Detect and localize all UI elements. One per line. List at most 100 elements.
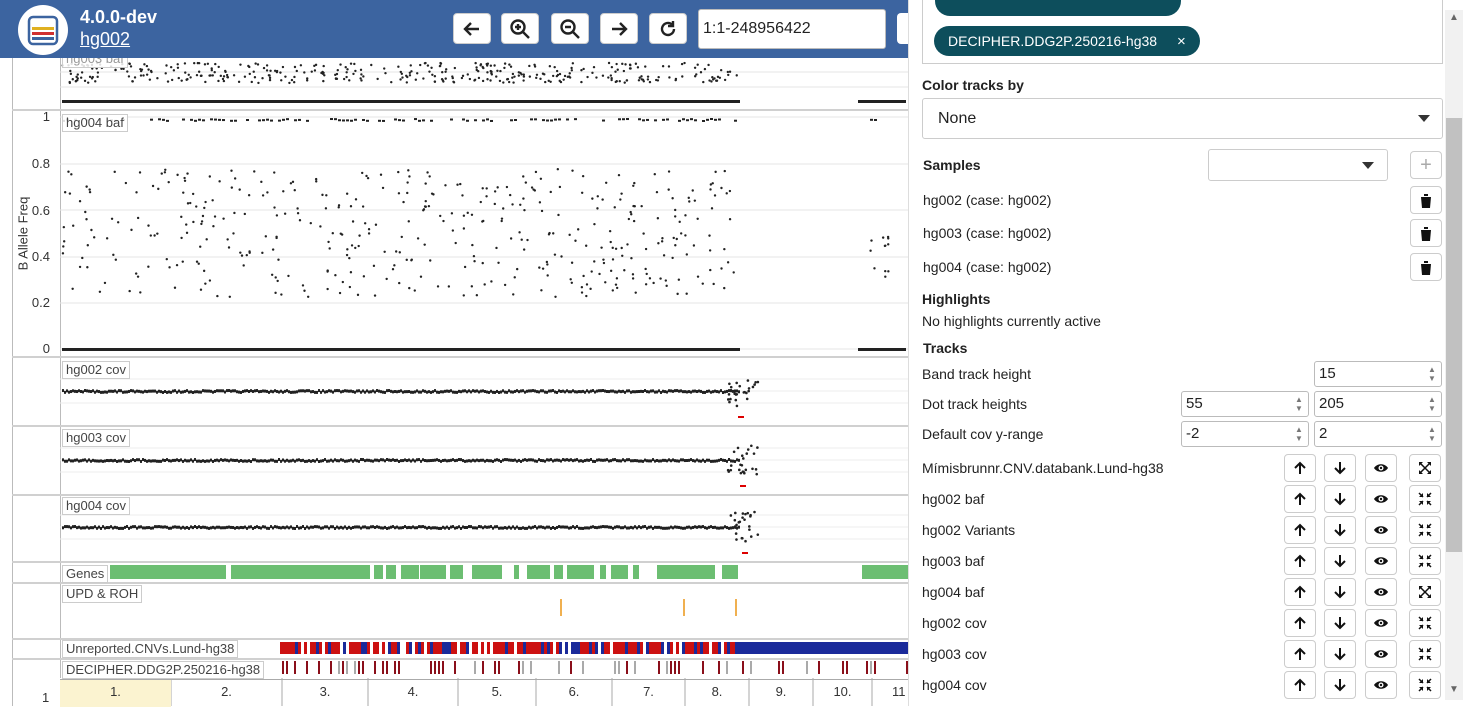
scroll-down-icon[interactable]: ▼ bbox=[1449, 684, 1459, 695]
dot-height-input-1[interactable]: 55 ▲ ▼ bbox=[1181, 391, 1309, 417]
move-up-button[interactable] bbox=[1284, 578, 1316, 606]
collapse-button[interactable] bbox=[1409, 485, 1441, 513]
move-up-button[interactable] bbox=[1284, 547, 1316, 575]
chromosome-10[interactable]: 10. bbox=[833, 684, 852, 699]
chromosome-9[interactable]: 9. bbox=[775, 684, 787, 699]
delete-sample-button[interactable] bbox=[1410, 219, 1442, 247]
plus-icon: + bbox=[1420, 153, 1432, 176]
collapse-button[interactable] bbox=[1409, 547, 1441, 575]
track-tag[interactable]: DECIPHER.DDG2P.250216-hg38 × bbox=[934, 26, 1200, 56]
collapse-button[interactable] bbox=[1409, 640, 1441, 668]
stepper-icon[interactable]: ▲ ▼ bbox=[1428, 395, 1436, 413]
arrow-down-icon bbox=[1334, 679, 1346, 692]
cov-max-input[interactable]: 2 ▲ ▼ bbox=[1314, 421, 1442, 447]
chromosome-7[interactable]: 7. bbox=[643, 684, 654, 699]
region-input[interactable] bbox=[698, 9, 886, 49]
collapse-button[interactable] bbox=[1409, 609, 1441, 637]
collapse-button[interactable] bbox=[1409, 671, 1441, 699]
move-down-button[interactable] bbox=[1324, 609, 1356, 637]
zoom-in-button[interactable] bbox=[501, 13, 539, 44]
zoom-out-button[interactable] bbox=[551, 13, 589, 44]
delete-sample-button[interactable] bbox=[1410, 253, 1442, 281]
toggle-visibility-button[interactable] bbox=[1365, 547, 1397, 575]
collapse-icon bbox=[1418, 647, 1432, 661]
color-tracks-value: None bbox=[938, 110, 977, 127]
arrow-down-icon bbox=[1334, 617, 1346, 630]
arrow-down-icon bbox=[1334, 493, 1346, 506]
band-height-label: Band track height bbox=[922, 366, 1031, 382]
pan-left-button[interactable] bbox=[453, 13, 491, 44]
toggle-visibility-button[interactable] bbox=[1365, 578, 1397, 606]
stepper-icon[interactable]: ▲ ▼ bbox=[1428, 425, 1436, 443]
arrow-up-icon bbox=[1294, 461, 1306, 474]
cov-max-value: 2 bbox=[1319, 425, 1328, 442]
genome-viewer[interactable]: hg003 baf hg004 baf B Allele Freq 1 0.8 … bbox=[0, 58, 908, 706]
move-down-button[interactable] bbox=[1324, 516, 1356, 544]
samples-select[interactable] bbox=[1208, 149, 1388, 181]
dot-height-input-2[interactable]: 205 ▲ ▼ bbox=[1314, 391, 1442, 417]
scroll-up-icon[interactable]: ▲ bbox=[1449, 12, 1459, 23]
app-logo[interactable] bbox=[18, 5, 68, 55]
delete-sample-button[interactable] bbox=[1410, 186, 1442, 214]
chromosome-4[interactable]: 4. bbox=[407, 684, 419, 699]
chromosome-11[interactable]: 11 bbox=[892, 684, 906, 699]
band-height-input[interactable]: 15 ▲ ▼ bbox=[1314, 361, 1442, 387]
chromosome-2[interactable]: 2. bbox=[221, 684, 232, 699]
move-up-button[interactable] bbox=[1284, 671, 1316, 699]
sample-item: hg002 (case: hg002) bbox=[923, 192, 1052, 208]
move-up-button[interactable] bbox=[1284, 516, 1316, 544]
toggle-visibility-button[interactable] bbox=[1365, 640, 1397, 668]
toggle-visibility-button[interactable] bbox=[1365, 454, 1397, 482]
eye-icon bbox=[1374, 464, 1388, 472]
toggle-visibility-button[interactable] bbox=[1365, 671, 1397, 699]
upd-roh-label: UPD & ROH bbox=[62, 585, 143, 603]
stepper-icon[interactable]: ▲ ▼ bbox=[1428, 365, 1436, 383]
highlights-label: Highlights bbox=[922, 291, 991, 307]
track-name: hg002 Variants bbox=[922, 522, 1016, 538]
zoom-in-icon bbox=[510, 18, 530, 39]
chromosome-6[interactable]: 6. bbox=[568, 684, 580, 699]
color-tracks-select[interactable]: None bbox=[922, 98, 1443, 139]
pan-right-button[interactable] bbox=[600, 13, 638, 44]
arrow-down-icon bbox=[1334, 524, 1346, 537]
move-down-button[interactable] bbox=[1324, 671, 1356, 699]
band-height-value: 15 bbox=[1319, 365, 1336, 382]
toggle-visibility-button[interactable] bbox=[1365, 516, 1397, 544]
cov-min-input[interactable]: -2 ▲ ▼ bbox=[1181, 421, 1309, 447]
ytick: 0.6 bbox=[31, 203, 50, 218]
arrow-up-icon bbox=[1294, 585, 1306, 598]
stepper-icon[interactable]: ▲ ▼ bbox=[1295, 395, 1303, 413]
collapse-button[interactable] bbox=[1409, 454, 1441, 482]
chromosome-bar[interactable] bbox=[60, 679, 908, 707]
scrollbar-thumb[interactable] bbox=[1446, 118, 1462, 552]
track-tag-partial[interactable] bbox=[935, 0, 1181, 16]
move-down-button[interactable] bbox=[1324, 640, 1356, 668]
move-up-button[interactable] bbox=[1284, 485, 1316, 513]
move-down-button[interactable] bbox=[1324, 578, 1356, 606]
chromosome-3[interactable]: 3. bbox=[319, 684, 331, 699]
annotation-track-select[interactable]: DECIPHER.DDG2P.250216-hg38 × bbox=[922, 0, 1443, 64]
case-link[interactable]: hg002 bbox=[80, 29, 131, 49]
move-up-button[interactable] bbox=[1284, 609, 1316, 637]
reset-button[interactable] bbox=[649, 13, 687, 44]
move-down-button[interactable] bbox=[1324, 485, 1356, 513]
toggle-visibility-button[interactable] bbox=[1365, 485, 1397, 513]
move-down-button[interactable] bbox=[1324, 454, 1356, 482]
trash-icon bbox=[1420, 226, 1432, 241]
move-down-button[interactable] bbox=[1324, 547, 1356, 575]
chromosome-5[interactable]: 5. bbox=[491, 684, 503, 699]
add-sample-button[interactable]: + bbox=[1410, 151, 1442, 179]
move-up-button[interactable] bbox=[1284, 454, 1316, 482]
collapse-button[interactable] bbox=[1409, 516, 1441, 544]
move-up-button[interactable] bbox=[1284, 640, 1316, 668]
track-plot bbox=[12, 61, 908, 706]
toggle-visibility-button[interactable] bbox=[1365, 609, 1397, 637]
chromosome-1[interactable]: 1. bbox=[110, 684, 121, 699]
close-icon[interactable]: × bbox=[1176, 33, 1186, 50]
chromosome-8[interactable]: 8. bbox=[711, 684, 723, 699]
arrow-down-icon bbox=[1334, 648, 1346, 661]
collapse-button[interactable] bbox=[1409, 578, 1441, 606]
ideogram-start-tick: 1 bbox=[42, 690, 50, 705]
stepper-icon[interactable]: ▲ ▼ bbox=[1295, 425, 1303, 443]
axis-border bbox=[60, 58, 61, 678]
